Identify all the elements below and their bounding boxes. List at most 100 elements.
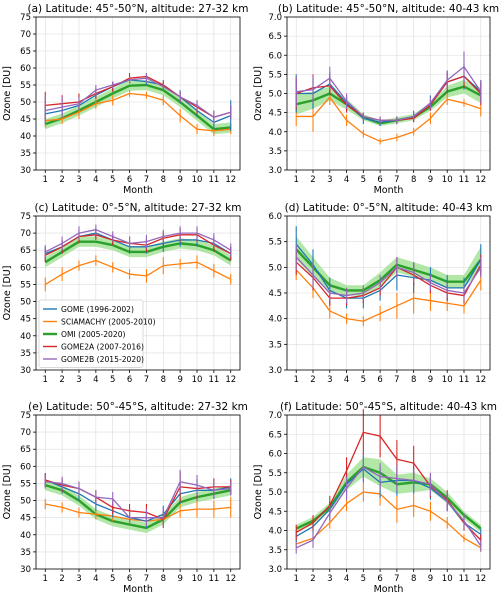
x-tick-label: 1 [43,175,48,185]
series-line [45,77,231,118]
x-tick-label: 5 [361,574,366,584]
axes-frame [35,414,241,570]
panel-2: 1 2 3 4 5 6 7 8 9 10 11 123.03.54.04.55.05.56.06.57… [253,3,499,196]
y-tick-label: 3.0 [268,366,282,376]
y-tick-label: 4.0 [268,128,282,138]
y-tick-label: 7.0 [268,411,282,421]
y-tick-label: 70 [20,229,31,239]
x-axis-label: Month [374,185,404,196]
series-line [45,92,231,132]
x-tick-label: 11 [208,574,219,584]
series-sciamachy [295,259,482,327]
omi-uncertainty-band [296,79,481,127]
y-tick-label: 60 [20,462,31,472]
series-omi [44,240,232,264]
x-tick-label: 12 [225,574,236,584]
y-tick-label: 60 [20,263,31,273]
y-tick-label: 5.5 [268,238,282,248]
x-tick-label: 11 [459,375,470,385]
x-tick-label: 2 [310,574,315,584]
x-tick-label: 4 [344,175,349,185]
series-sciamachy [295,482,482,552]
series-line [45,479,231,522]
y-tick-label: 65 [20,246,31,256]
y-tick-label: 4.5 [268,289,282,299]
panel-title: (b) Latitude: 45°-50°N, altitude: 40-43 … [278,3,499,15]
y-axis-label: Ozone [DU] [2,66,13,121]
x-tick-label: 11 [208,375,219,385]
series-line [44,83,231,131]
series-line [295,248,482,292]
x-tick-label: 7 [144,574,149,584]
series-line [295,256,482,297]
axes-frame [35,215,241,371]
y-tick-label: 75 [20,411,31,421]
series-line [44,484,231,530]
x-tick-label: 12 [475,375,486,385]
y-tick-label: 70 [20,30,31,40]
x-tick-label: 2 [59,375,64,385]
y-tick-label: 75 [20,212,31,222]
series-line [45,79,231,124]
x-tick-label: 8 [161,574,166,584]
y-tick-label: 5.0 [268,263,282,273]
y-tick-label: 6.5 [268,32,282,42]
y-tick-label: 70 [20,428,31,438]
x-tick-label: 4 [344,375,349,385]
legend-label: GOME2B (2015-2020) [61,355,144,364]
series-line [295,465,482,530]
y-tick-label: 35 [20,149,31,159]
x-tick-label: 5 [361,375,366,385]
legend-item-sciamachy: SCIAMACHY (2005-2010) [43,317,156,326]
y-tick-label: 30 [20,565,31,575]
series-line [45,481,231,519]
y-tick-label: 45 [20,315,31,325]
x-tick-label: 7 [394,175,399,185]
x-tick-label: 9 [177,175,182,185]
legend-label: SCIAMACHY (2005-2010) [61,317,156,326]
x-tick-label: 1 [294,574,299,584]
y-tick-label: 50 [20,298,31,308]
y-tick-label: 40 [20,132,31,142]
y-axis-label: Ozone [DU] [253,465,264,520]
x-tick-label: 9 [177,574,182,584]
x-tick-label: 8 [411,375,416,385]
legend: GOME (1996-2002) SCIAMACHY (2005-2010) OMI… [38,299,156,368]
y-tick-label: 7.0 [268,13,282,23]
x-tick-label: 7 [394,574,399,584]
series-gome2b [295,244,482,304]
y-tick-label: 3.0 [268,565,282,575]
panel-6: 1 2 3 4 5 6 7 8 9 10 11 123.03.54.04.55.05.56.06.57… [253,401,497,595]
y-tick-label: 40 [20,531,31,541]
x-tick-label: 7 [144,375,149,385]
legend-item-gome: GOME (1996-2002) [43,305,134,314]
omi-uncertainty-band [45,480,231,534]
y-tick-label: 35 [20,349,31,359]
legend-label: GOME2A (2007-2016) [61,342,144,351]
y-tick-label: 5.5 [268,70,282,80]
panel-title: (c) Latitude: 0°-5°N, altitude: 27-32 km [35,202,242,214]
x-tick-label: 6 [377,175,382,185]
series-gome2b [295,453,482,554]
y-tick-label: 3.5 [268,546,282,556]
x-tick-label: 3 [327,175,332,185]
y-axis-label: Ozone [DU] [2,266,13,321]
panel-title: (d) Latitude: 0°-5°N, altitude: 40-43 km [285,202,493,214]
x-tick-label: 6 [377,574,382,584]
x-tick-label: 4 [93,175,98,185]
x-tick-label: 6 [127,375,132,385]
x-tick-label: 11 [208,175,219,185]
y-tick-label: 55 [20,81,31,91]
x-tick-label: 12 [225,375,236,385]
x-tick-label: 11 [459,175,470,185]
y-tick-label: 6.0 [268,51,282,61]
x-axis-label: Month [374,584,404,595]
series-line [295,431,482,541]
panel-title: (a) Latitude: 45°-50°N, altitude: 27-32 … [28,3,249,15]
legend-label: OMI (2005-2020) [61,330,126,339]
series-line [296,66,482,121]
